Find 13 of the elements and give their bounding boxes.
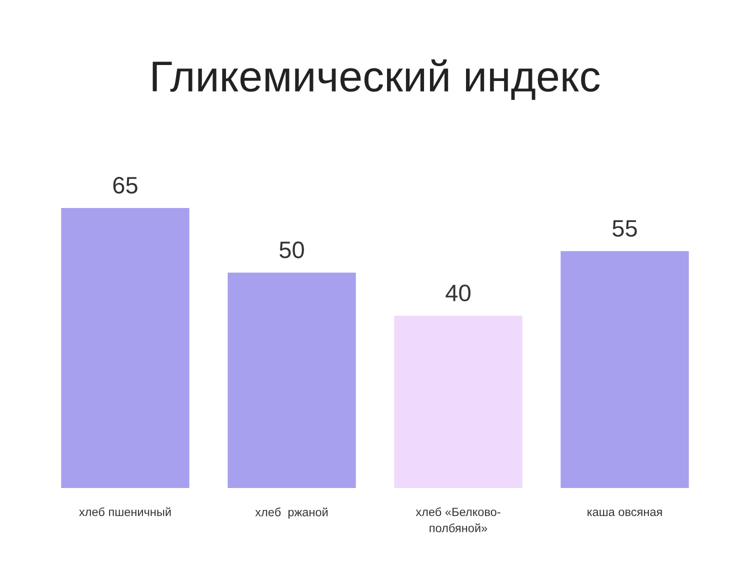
bar bbox=[61, 208, 190, 488]
data-label: 40 bbox=[446, 284, 470, 302]
x-tick-label: хлеб пшеничный bbox=[79, 507, 171, 516]
data-label: 65 bbox=[113, 176, 138, 194]
x-tick-label: хлеб «Белково- полбяной» bbox=[416, 507, 500, 532]
data-label: 50 bbox=[280, 242, 304, 258]
x-tick-label: каша овсяная bbox=[588, 510, 662, 516]
x-tick-label: хлеб ржаной bbox=[255, 507, 328, 519]
bar bbox=[394, 316, 522, 488]
chart-title: Гликемический индекс bbox=[152, 59, 600, 100]
bar bbox=[228, 272, 356, 488]
bar bbox=[560, 251, 689, 488]
data-label: 55 bbox=[612, 220, 637, 237]
